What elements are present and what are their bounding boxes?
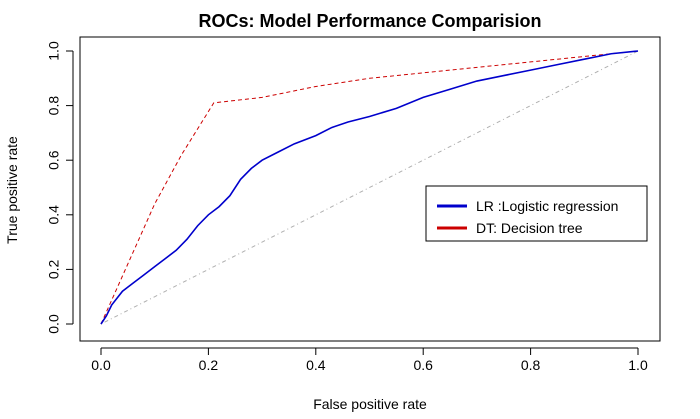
y-tick-label: 0.8: [46, 96, 62, 116]
y-tick-label: 1.0: [46, 41, 62, 61]
y-tick-label: 0.6: [46, 150, 62, 170]
x-tick-label: 0.4: [306, 357, 326, 373]
y-tick-label: 0.4: [46, 205, 62, 225]
plot-frame: [79, 36, 661, 342]
x-tick-label: 0.6: [413, 357, 433, 373]
series-line-lr-logistic-regression: [100, 50, 639, 325]
axes: 0.0 0.2 0.4 0.6 0.8 1.0 0.0 0.2 0.4 0.6 0.8 1.0: [46, 41, 648, 373]
y-tick-label: 0.0: [46, 314, 62, 334]
legend-label-dt: DT: Decision tree: [476, 220, 583, 236]
y-tick-label: 0.2: [46, 259, 62, 279]
chart-title: ROCs: Model Performance Comparision: [198, 11, 541, 31]
diagonal-reference-line: [100, 50, 639, 325]
x-tick-label: 1.0: [628, 357, 648, 373]
x-tick-label: 0.2: [199, 357, 219, 373]
x-tick-label: 0.0: [91, 357, 111, 373]
legend: LR :Logistic regression DT: Decision tre…: [425, 185, 648, 242]
legend-box: [425, 185, 648, 242]
x-tick-label: 0.8: [521, 357, 541, 373]
series-layer: [100, 50, 639, 325]
y-axis-label: True positive rate: [4, 136, 20, 244]
x-axis-label: False positive rate: [313, 396, 427, 412]
series-line-dt-decision-tree: [100, 50, 639, 325]
legend-label-lr: LR :Logistic regression: [476, 198, 618, 214]
